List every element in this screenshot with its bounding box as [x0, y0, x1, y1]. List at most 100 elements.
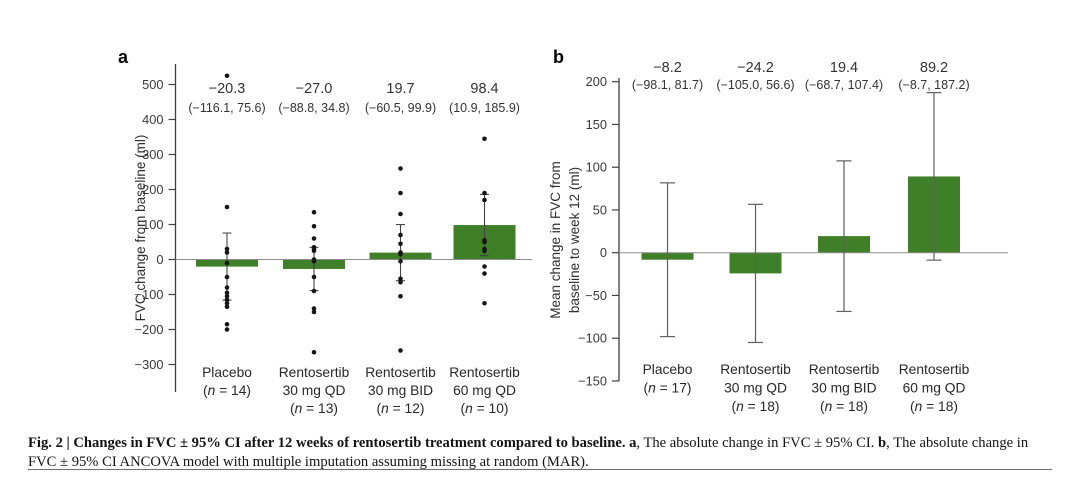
data-point [224, 204, 230, 210]
data-point [224, 321, 230, 327]
category-label: Rentosertib [809, 362, 880, 377]
panel-letter: b [553, 47, 564, 67]
data-point [482, 248, 487, 254]
category-label: 30 mg QD [724, 381, 787, 396]
data-point [311, 306, 317, 311]
y-axis-title: baseline to week 12 (ml) [567, 167, 582, 313]
data-point [398, 348, 403, 353]
data-point [482, 136, 487, 142]
data-point [311, 248, 317, 254]
y-tick-label: 0 [156, 252, 163, 267]
caption-title-bold: Fig. 2 | Changes in FVC ± 95% CI after 1… [28, 434, 637, 451]
ci-label: (−88.8, 34.8) [278, 101, 349, 115]
data-point [398, 211, 403, 217]
data-point [398, 251, 403, 257]
data-point [311, 223, 317, 229]
data-point [311, 288, 317, 294]
value-label: 19.4 [830, 60, 858, 76]
value-label: 19.7 [386, 81, 414, 97]
ci-label: (−98.1, 81.7) [632, 78, 703, 92]
figure-caption: Fig. 2 | Changes in FVC ± 95% CI after 1… [28, 434, 1048, 472]
y-tick-label: −100 [135, 287, 164, 302]
y-tick-label: 200 [586, 74, 607, 89]
y-axis-title: FVC change from baseline (ml) [133, 135, 148, 322]
y-tick-label: 300 [142, 147, 163, 162]
value-label: 89.2 [920, 60, 948, 76]
data-point [482, 239, 487, 245]
category-n-label: (n = 14) [203, 383, 251, 398]
ci-label: (−8.7, 187.2) [898, 78, 969, 92]
data-point [224, 73, 230, 79]
data-point [224, 293, 230, 299]
data-point [311, 209, 317, 215]
category-label: Rentosertib [365, 365, 436, 380]
category-label: Rentosertib [720, 362, 791, 377]
data-point [224, 290, 230, 296]
caption-b-marker: b [878, 434, 887, 451]
category-label: 30 mg BID [811, 381, 876, 396]
data-point [398, 293, 403, 299]
panel-letter: a [118, 47, 129, 67]
y-tick-label: 200 [142, 182, 163, 197]
ci-label: (−60.5, 99.9) [365, 101, 436, 115]
category-n-label: (n = 17) [644, 381, 692, 396]
category-label: 60 mg QD [453, 383, 516, 398]
ci-label: (−105.0, 56.6) [716, 78, 794, 92]
ci-label: (10.9, 185.9) [449, 101, 520, 115]
category-label: Placebo [202, 365, 252, 380]
data-point [224, 260, 230, 266]
category-n-label: (n = 18) [910, 399, 958, 414]
value-label: −24.2 [737, 60, 774, 76]
y-tick-label: 400 [142, 112, 163, 127]
ci-label: (−116.1, 75.6) [188, 101, 265, 115]
y-tick-label: 500 [142, 77, 163, 92]
category-label: Rentosertib [899, 362, 970, 377]
y-tick-label: −100 [578, 331, 607, 346]
value-label: 98.4 [470, 81, 498, 97]
category-n-label: (n = 12) [377, 401, 425, 416]
y-tick-label: 100 [142, 217, 163, 232]
value-label: −8.2 [653, 60, 682, 76]
ci-label: (−68.7, 107.4) [805, 78, 883, 92]
data-point [311, 349, 317, 355]
data-point [398, 190, 403, 196]
caption-part-b: , The absolute change in FVC ± 95% CI AN… [28, 434, 1029, 470]
category-label: 60 mg QD [903, 381, 966, 396]
data-point [311, 274, 317, 280]
data-point [398, 166, 403, 171]
category-n-label: (n = 18) [820, 399, 868, 414]
data-point [398, 232, 403, 238]
data-point [224, 285, 230, 290]
data-point [398, 258, 403, 264]
value-label: −27.0 [296, 81, 333, 97]
category-label: 30 mg BID [368, 383, 433, 398]
category-label: Placebo [643, 362, 693, 377]
category-n-label: (n = 18) [732, 399, 780, 414]
data-point [482, 264, 487, 269]
caption-part-a: , The absolute change in FVC ± 95% CI. [636, 434, 879, 451]
data-point [398, 241, 403, 247]
panel-b: b 200 150 100 50 0 −50 −100 −150 Mean change in F… [548, 47, 1008, 414]
data-point [224, 250, 230, 255]
y-tick-label: −300 [135, 357, 164, 372]
bottom-rule [28, 469, 1052, 470]
category-label: 30 mg QD [283, 383, 346, 398]
data-point [224, 327, 230, 332]
data-point [311, 258, 317, 264]
category-n-label: (n = 10) [461, 401, 509, 416]
panel-a: a 500 400 300 200 100 0 −100 −200 −300 FVC change … [118, 47, 532, 416]
category-n-label: (n = 13) [290, 401, 338, 416]
data-point [482, 190, 487, 196]
y-tick-label: 150 [586, 117, 607, 132]
category-label: Rentosertib [449, 365, 520, 380]
data-point [482, 197, 487, 203]
y-tick-label: −50 [585, 288, 607, 303]
data-point [311, 236, 317, 241]
data-point [398, 279, 403, 285]
data-point [224, 246, 230, 252]
y-tick-label: 0 [600, 245, 607, 260]
y-axis-title: Mean change in FVC from [548, 161, 563, 319]
y-tick-label: −150 [578, 373, 607, 388]
value-label: −20.3 [209, 81, 246, 97]
